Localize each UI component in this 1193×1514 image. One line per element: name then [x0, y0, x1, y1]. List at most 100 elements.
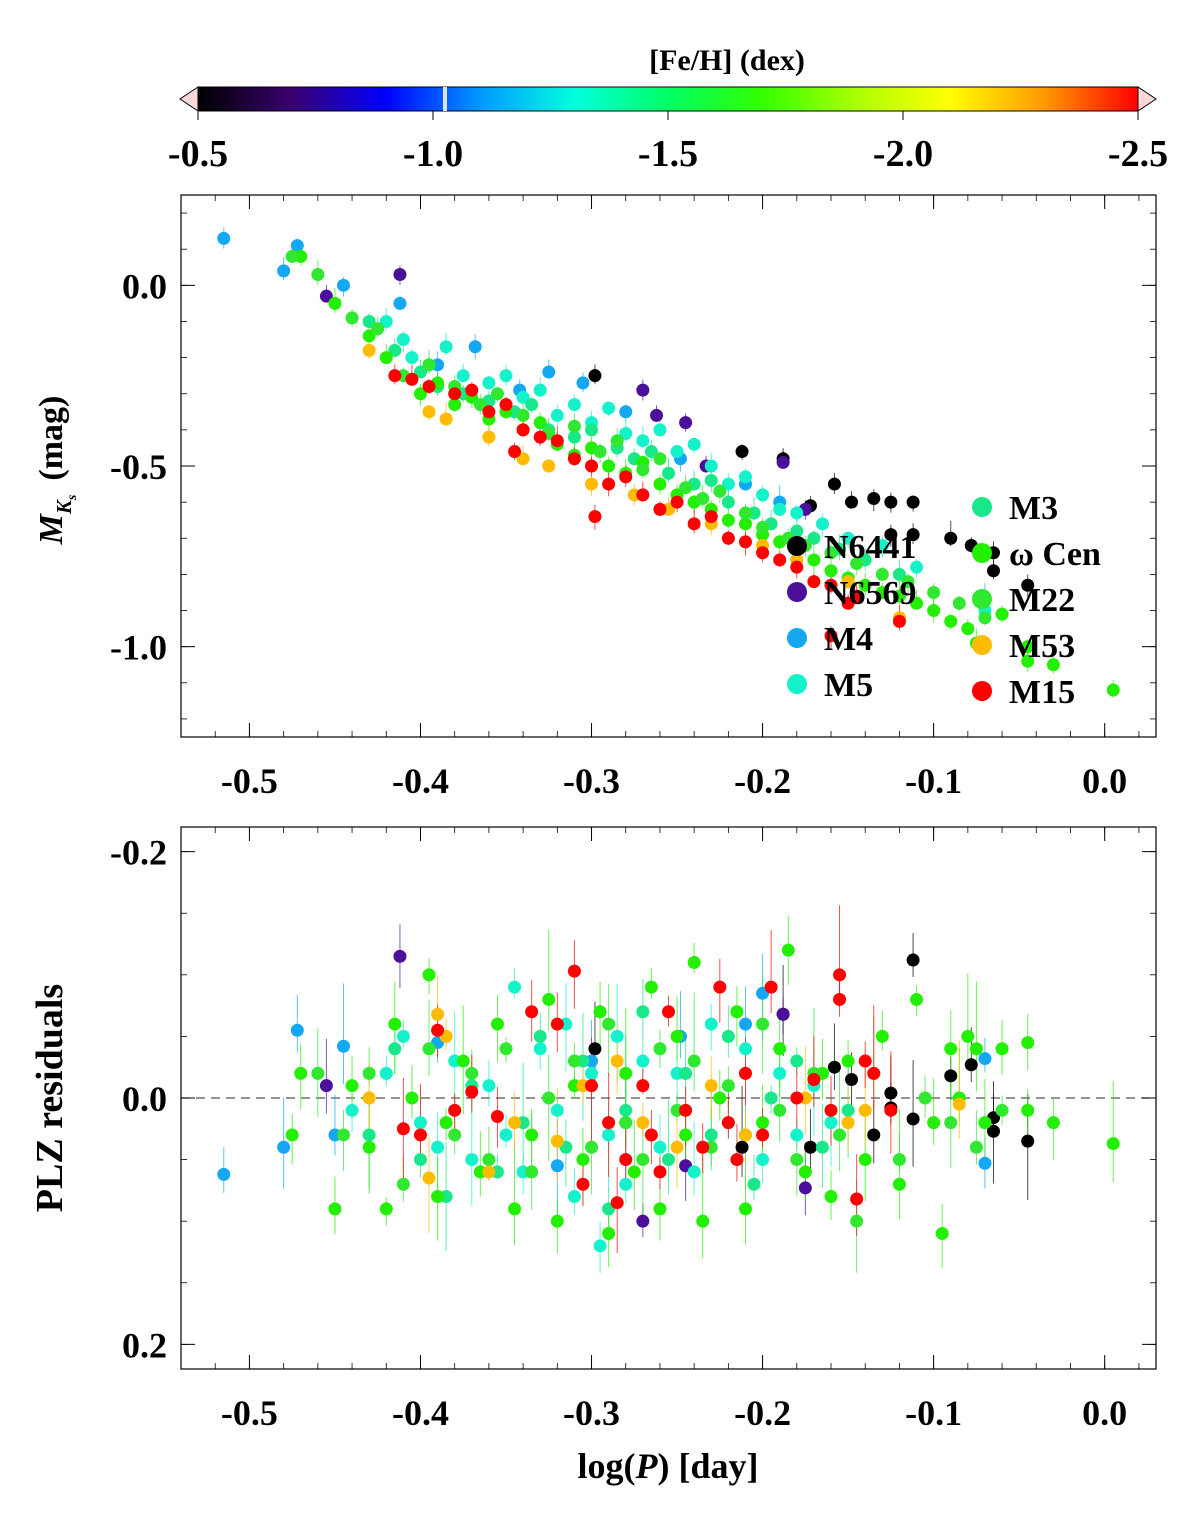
data-point	[935, 1227, 949, 1240]
data-point	[602, 1227, 616, 1240]
data-point	[422, 405, 436, 419]
data-point	[636, 434, 650, 448]
data-point	[379, 1066, 393, 1080]
data-point	[773, 502, 787, 516]
data-point	[482, 1079, 496, 1093]
top-error-bars	[223, 227, 1114, 698]
data-point	[636, 1079, 650, 1093]
data-point	[550, 1134, 564, 1148]
legend-marker	[972, 589, 992, 609]
data-point	[290, 239, 304, 253]
data-point	[927, 585, 941, 599]
data-point	[636, 383, 650, 397]
data-point	[773, 1103, 787, 1117]
legend-marker	[787, 536, 807, 556]
data-point	[636, 1054, 650, 1068]
data-point	[807, 575, 821, 589]
data-point	[944, 1069, 958, 1083]
data-point	[964, 1058, 978, 1072]
top-panel: -0.5 -0.4 -0.3 -0.2 -0.1 0.0 -1.0 -0.5 0.0 MKs (m…	[33, 194, 1157, 801]
data-point	[585, 423, 599, 437]
data-point	[362, 1066, 376, 1080]
data-point	[662, 466, 675, 480]
data-point	[431, 1007, 445, 1021]
data-point	[542, 1091, 556, 1105]
data-point	[781, 943, 795, 957]
data-point	[850, 1214, 864, 1228]
data-point	[482, 1153, 496, 1167]
data-point	[550, 434, 564, 448]
data-point	[807, 553, 821, 567]
data-point	[662, 1005, 675, 1019]
data-point	[328, 1202, 342, 1216]
data-point	[704, 1079, 718, 1093]
data-point	[875, 538, 889, 552]
data-point	[944, 614, 958, 628]
data-point	[721, 1029, 735, 1043]
data-point	[619, 1116, 633, 1130]
data-point	[824, 564, 838, 578]
data-point	[653, 423, 667, 437]
data-point	[884, 495, 898, 509]
data-point	[619, 1153, 633, 1167]
data-point	[379, 314, 393, 328]
data-point	[833, 992, 847, 1006]
data-point	[465, 1085, 479, 1099]
data-point	[396, 1177, 410, 1191]
data-point	[696, 492, 710, 506]
data-point	[345, 1103, 359, 1117]
data-point	[670, 1029, 684, 1043]
data-point	[1046, 658, 1060, 672]
data-point	[721, 531, 735, 545]
data-point	[465, 383, 479, 397]
data-point	[679, 1128, 693, 1142]
bottom-x-tick-label: -0.1	[905, 1393, 962, 1433]
data-point	[388, 369, 402, 383]
data-point	[533, 383, 547, 397]
data-point	[892, 614, 906, 628]
data-point	[845, 1073, 859, 1087]
data-point	[602, 401, 616, 415]
data-point	[567, 1190, 581, 1204]
data-point	[290, 1023, 304, 1037]
data-point	[735, 445, 749, 459]
data-point	[704, 510, 718, 524]
data-point	[294, 1066, 308, 1080]
data-point	[841, 531, 855, 545]
bottom-data-points	[217, 943, 1120, 1253]
data-point	[542, 992, 556, 1006]
legend-marker	[972, 543, 992, 563]
data-point	[396, 1029, 410, 1043]
data-point	[448, 387, 462, 401]
data-point	[704, 473, 718, 487]
data-point	[995, 607, 1009, 621]
data-point	[550, 1159, 564, 1173]
colorbar: [Fe/H] (dex) -0.5 -1.0 -1.5 -2.0 -2.5	[168, 44, 1168, 175]
legend-label: M5	[824, 667, 873, 704]
data-point	[841, 1116, 855, 1130]
data-point	[764, 980, 778, 994]
data-point	[850, 1192, 864, 1206]
data-point	[636, 1116, 650, 1130]
data-point	[567, 419, 581, 433]
data-point	[803, 1140, 817, 1154]
data-point	[525, 398, 539, 412]
data-point	[807, 1073, 821, 1087]
data-point	[319, 289, 333, 303]
data-point	[619, 1103, 633, 1117]
data-point	[533, 416, 547, 430]
data-point	[413, 387, 427, 401]
data-point	[679, 416, 693, 430]
data-point	[696, 1140, 710, 1154]
data-point	[619, 1177, 633, 1191]
data-point	[906, 528, 920, 542]
top-y-tick-label: -1.0	[110, 628, 167, 668]
data-point	[413, 365, 427, 379]
bottom-axis-ticks: -0.5 -0.4 -0.3 -0.2 -0.1 0.0 0.2 0.0 -0.2	[110, 827, 1156, 1433]
data-point	[362, 343, 376, 357]
colorbar-bar	[197, 86, 1139, 112]
data-point	[944, 1116, 958, 1130]
data-point	[576, 1153, 590, 1167]
data-point	[345, 1079, 359, 1093]
data-point	[448, 398, 462, 412]
